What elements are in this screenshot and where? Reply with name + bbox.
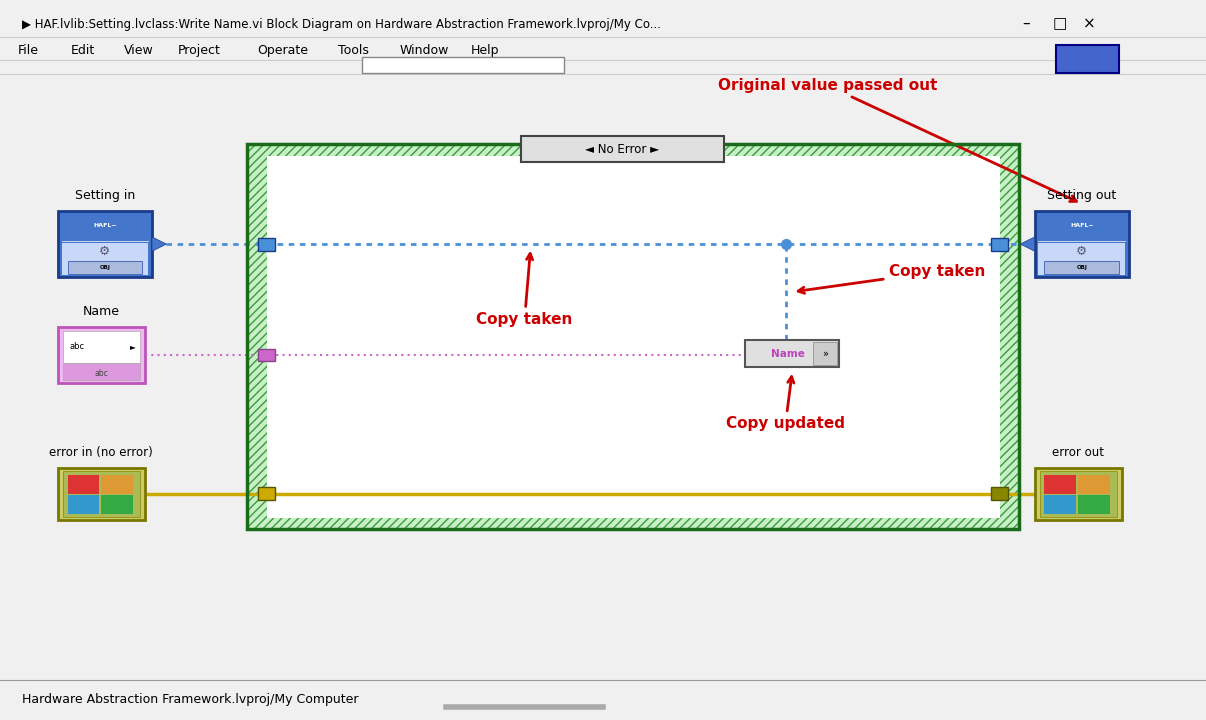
Text: View: View — [124, 44, 154, 57]
Text: abc: abc — [70, 342, 86, 351]
Bar — [1044, 261, 1119, 274]
Bar — [62, 243, 148, 275]
Bar — [1040, 471, 1117, 517]
Bar — [0, 680, 1206, 720]
Bar — [101, 495, 133, 514]
Polygon shape — [152, 237, 166, 251]
Text: Operate: Operate — [258, 44, 309, 57]
Text: ►: ► — [130, 342, 135, 351]
Text: ▼: ▼ — [557, 60, 563, 69]
Bar — [1035, 211, 1129, 277]
Bar — [247, 144, 1019, 529]
Bar — [258, 349, 275, 361]
Text: abc: abc — [94, 369, 109, 378]
Text: NAME: NAME — [1067, 65, 1090, 71]
Bar — [58, 468, 145, 520]
Text: Edit: Edit — [71, 44, 95, 57]
Text: Help: Help — [472, 44, 499, 57]
Bar — [1044, 475, 1076, 494]
Text: error in (no error): error in (no error) — [49, 446, 153, 459]
Bar — [745, 340, 839, 367]
Text: »: » — [821, 348, 827, 359]
Bar — [258, 487, 275, 500]
Text: ▶ HAF.lvlib:Setting.lvclass:Write Name.vi Block Diagram on Hardware Abstraction : ▶ HAF.lvlib:Setting.lvclass:Write Name.v… — [22, 18, 661, 31]
Text: Copy taken: Copy taken — [476, 253, 573, 327]
Bar — [267, 156, 1000, 518]
Text: □: □ — [1053, 17, 1067, 31]
Text: HAFL~: HAFL~ — [93, 223, 117, 228]
Text: 15pt Application Font: 15pt Application Font — [368, 60, 487, 70]
Text: OBJ: OBJ — [99, 266, 111, 270]
Bar — [68, 475, 99, 494]
Text: Copy taken: Copy taken — [798, 264, 985, 293]
Bar — [1044, 495, 1076, 514]
Polygon shape — [1020, 237, 1035, 251]
Text: error out: error out — [1052, 446, 1105, 459]
Text: Original value passed out: Original value passed out — [718, 78, 1077, 202]
Bar — [101, 475, 133, 494]
Bar — [63, 364, 140, 380]
Bar — [258, 238, 275, 251]
Text: Setting out: Setting out — [1047, 189, 1117, 202]
Bar — [63, 330, 140, 364]
Bar — [813, 342, 837, 365]
Text: OBJ: OBJ — [1076, 266, 1088, 270]
Text: Setting in: Setting in — [75, 189, 135, 202]
Bar — [521, 136, 724, 162]
Bar — [63, 471, 140, 517]
Bar — [991, 238, 1008, 251]
Text: Tools: Tools — [338, 44, 369, 57]
Text: Copy updated: Copy updated — [726, 377, 845, 431]
Text: ◄ No Error ►: ◄ No Error ► — [585, 143, 660, 156]
Text: ⚙: ⚙ — [1076, 246, 1088, 258]
Text: ⚙: ⚙ — [99, 246, 111, 258]
Bar — [58, 211, 152, 277]
Bar — [1078, 475, 1110, 494]
Bar — [991, 487, 1008, 500]
Bar — [1035, 468, 1122, 520]
Bar — [1078, 495, 1110, 514]
Text: Name: Name — [83, 305, 119, 318]
Text: Project: Project — [177, 44, 221, 57]
Bar — [247, 144, 1019, 529]
Text: HAFL~: HAFL~ — [1070, 223, 1094, 228]
Text: ×: × — [1083, 17, 1096, 31]
Text: –: – — [1023, 17, 1030, 31]
Bar — [1038, 243, 1125, 275]
Bar — [68, 495, 99, 514]
Text: Name: Name — [771, 348, 804, 359]
Bar — [68, 261, 142, 274]
Text: Window: Window — [400, 44, 449, 57]
Text: File: File — [18, 44, 39, 57]
Text: Hardware Abstraction Framework.lvproj/My Computer: Hardware Abstraction Framework.lvproj/My… — [22, 693, 358, 706]
Text: HAFL~: HAFL~ — [1060, 52, 1087, 58]
Bar — [58, 327, 145, 383]
